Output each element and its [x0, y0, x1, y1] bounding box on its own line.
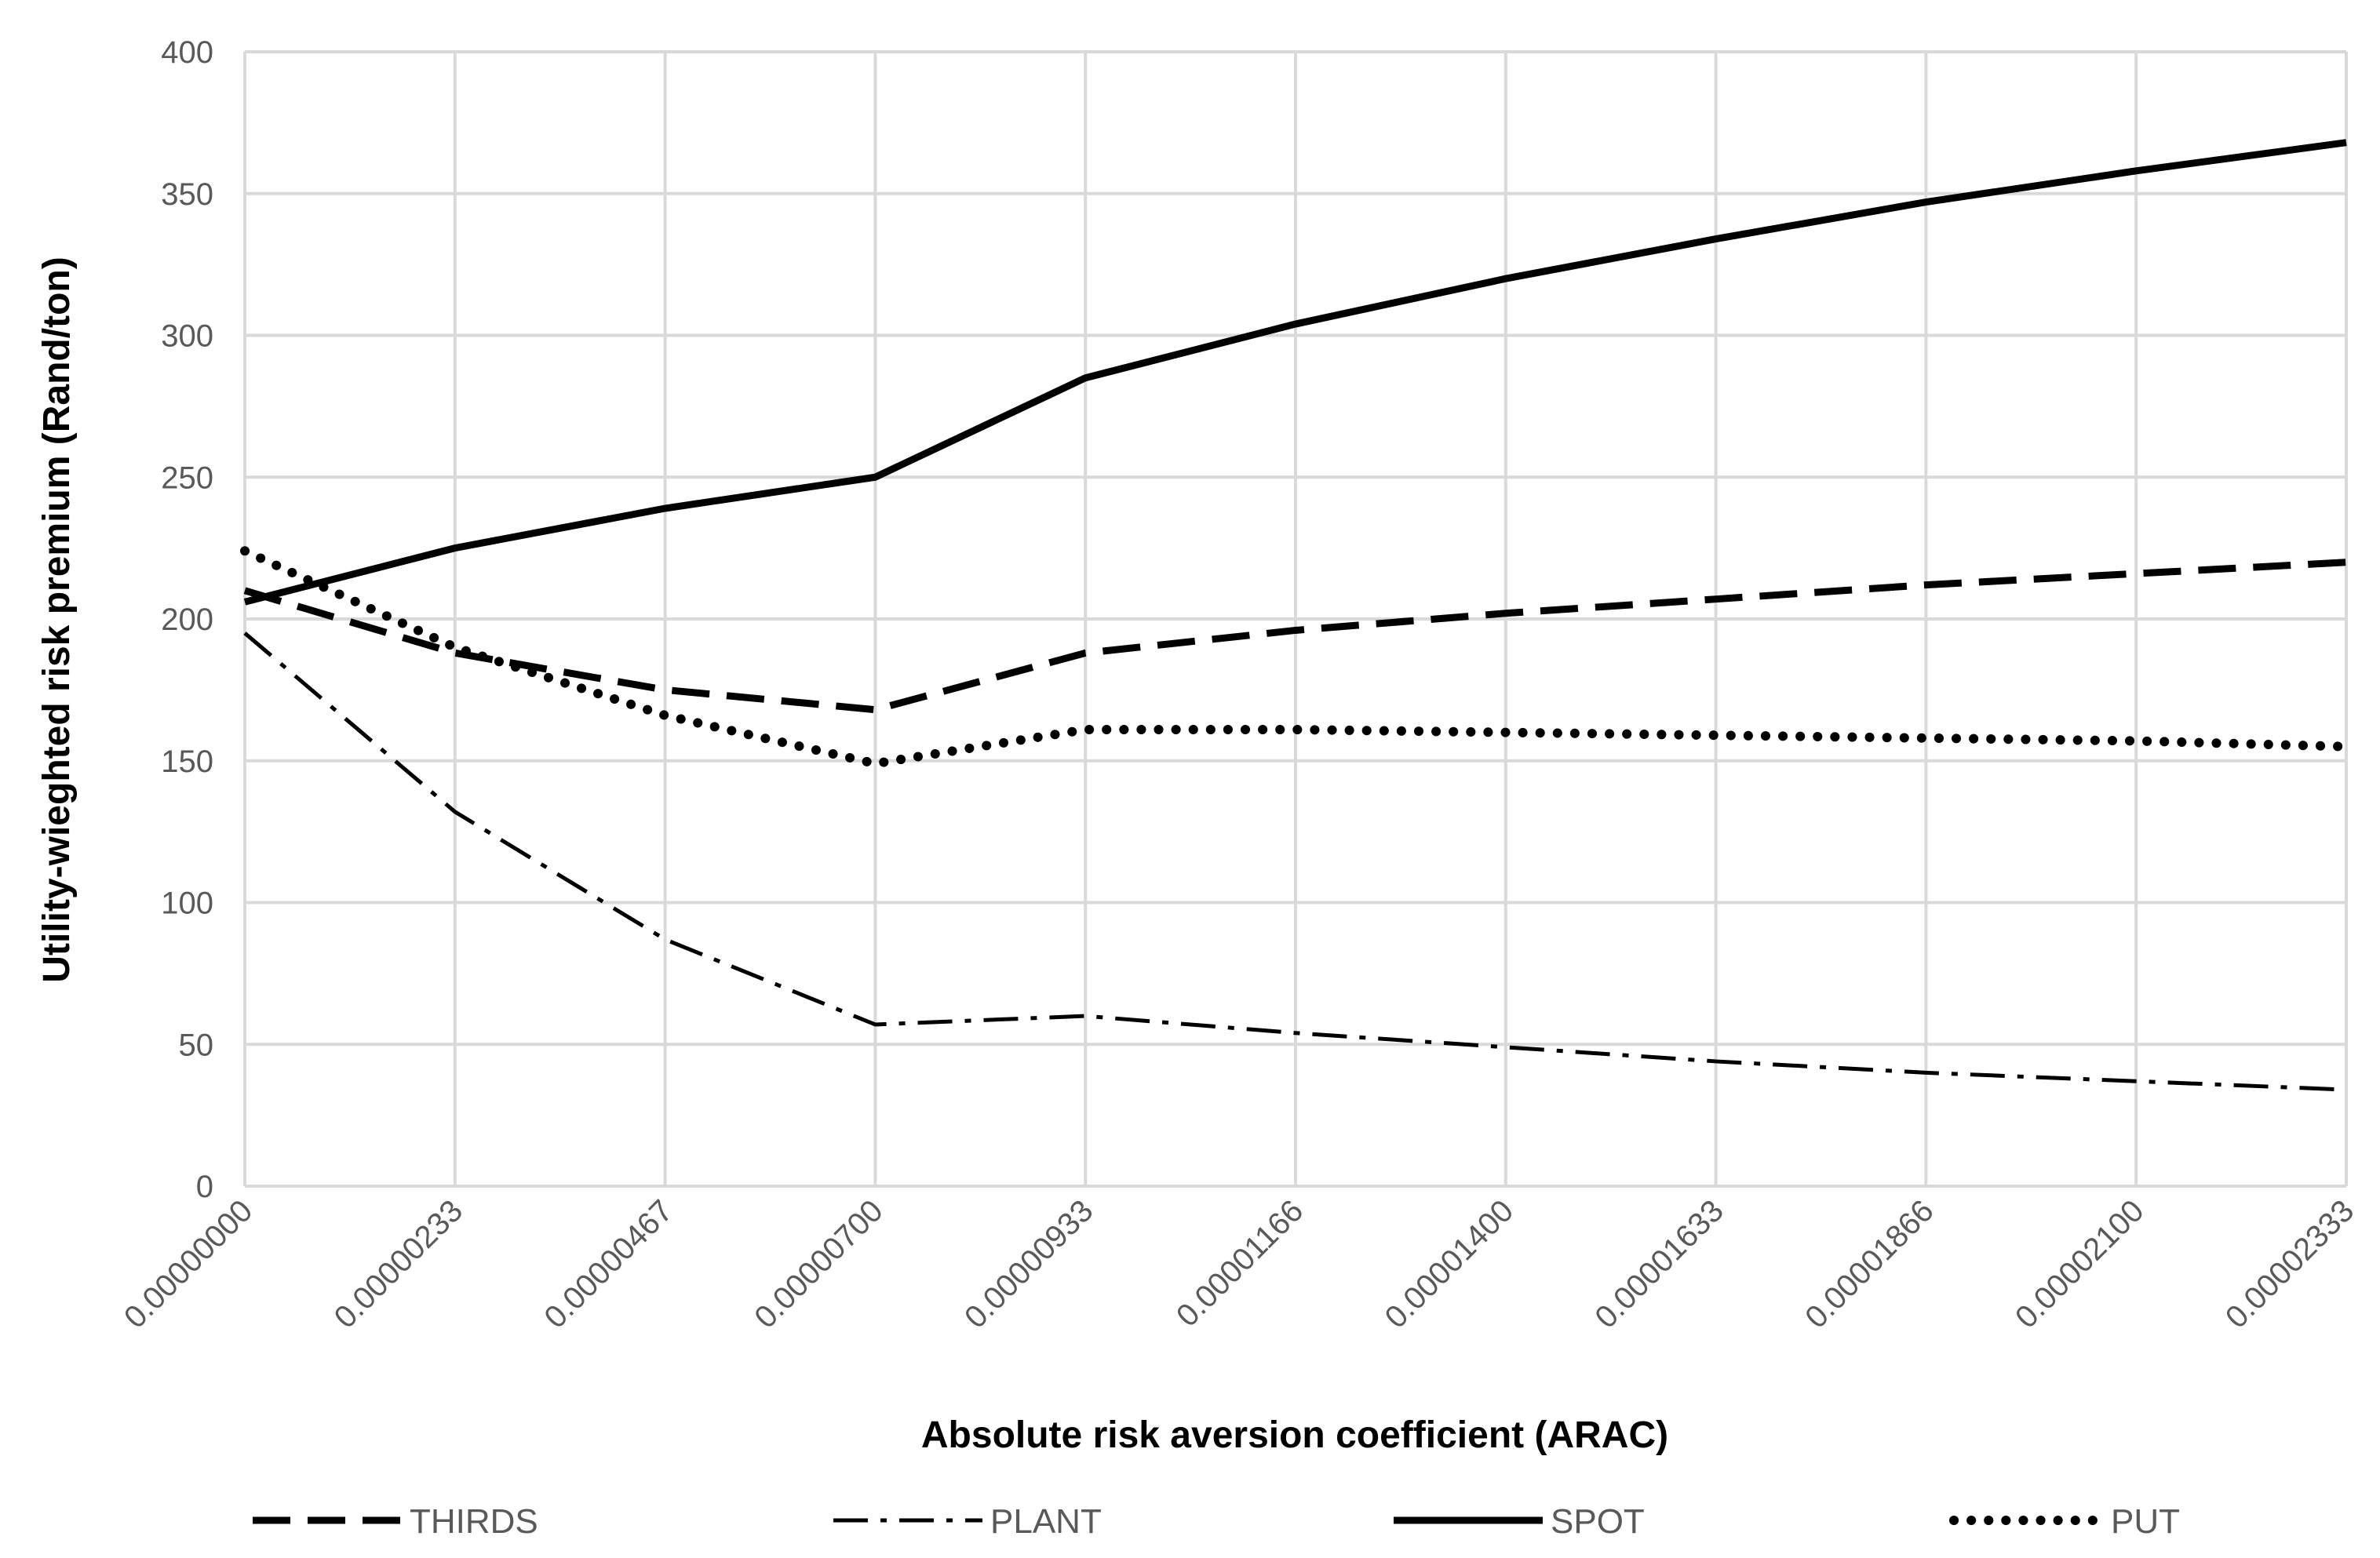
legend: THIRDS PLANT SPOT PUT: [253, 1502, 2180, 1541]
y-tick-label: 300: [161, 319, 213, 354]
x-tick-label: 0.00000700: [748, 1193, 890, 1335]
y-tick-label: 50: [179, 1028, 214, 1062]
series-line-put: [240, 546, 2351, 769]
y-tick-label: 400: [161, 35, 213, 70]
y-tick-label: 100: [161, 886, 213, 921]
legend-label-thirds: THIRDS: [410, 1502, 538, 1541]
series-line-spot: [243, 139, 2347, 606]
x-tick-label: 0.00000467: [538, 1193, 680, 1335]
x-tick-label: 0.00001166: [1170, 1193, 1310, 1333]
y-tick-label: 350: [161, 177, 213, 212]
x-axis-ticks: 0.00000000 0.00000233 0.00000467 0.00000700…: [118, 1193, 2361, 1335]
legend-label-spot: SPOT: [1551, 1502, 1645, 1541]
x-tick-label: 0.00000933: [958, 1193, 1100, 1335]
y-axis-ticks: 0 50 100 150 200 250 300 350 400: [161, 35, 213, 1204]
y-tick-label: 250: [161, 460, 213, 495]
y-axis-title: Utility-wieghted risk premium (Rand/ton): [36, 257, 78, 982]
series-line-plant: [243, 632, 2347, 1092]
y-tick-label: 200: [161, 602, 213, 637]
x-tick-label: 0.00001866: [1799, 1193, 1941, 1335]
series-lines: [240, 139, 2351, 1092]
y-tick-label: 150: [161, 744, 213, 779]
gridlines: [243, 50, 2348, 1188]
series-line-thirds: [243, 559, 2347, 714]
legend-label-plant: PLANT: [990, 1502, 1102, 1541]
legend-label-put: PUT: [2111, 1502, 2180, 1541]
x-tick-label: 0.00000000: [118, 1193, 260, 1335]
y-tick-label: 0: [196, 1170, 213, 1204]
x-tick-label: 0.00001400: [1379, 1193, 1521, 1335]
x-tick-label: 0.00002333: [2219, 1193, 2361, 1335]
x-axis-title: Absolute risk aversion coefficient (ARAC…: [921, 1414, 1668, 1456]
x-tick-label: 0.00001633: [1588, 1193, 1730, 1335]
x-tick-label: 0.00000233: [328, 1193, 470, 1335]
x-tick-label: 0.00002100: [2009, 1193, 2151, 1335]
